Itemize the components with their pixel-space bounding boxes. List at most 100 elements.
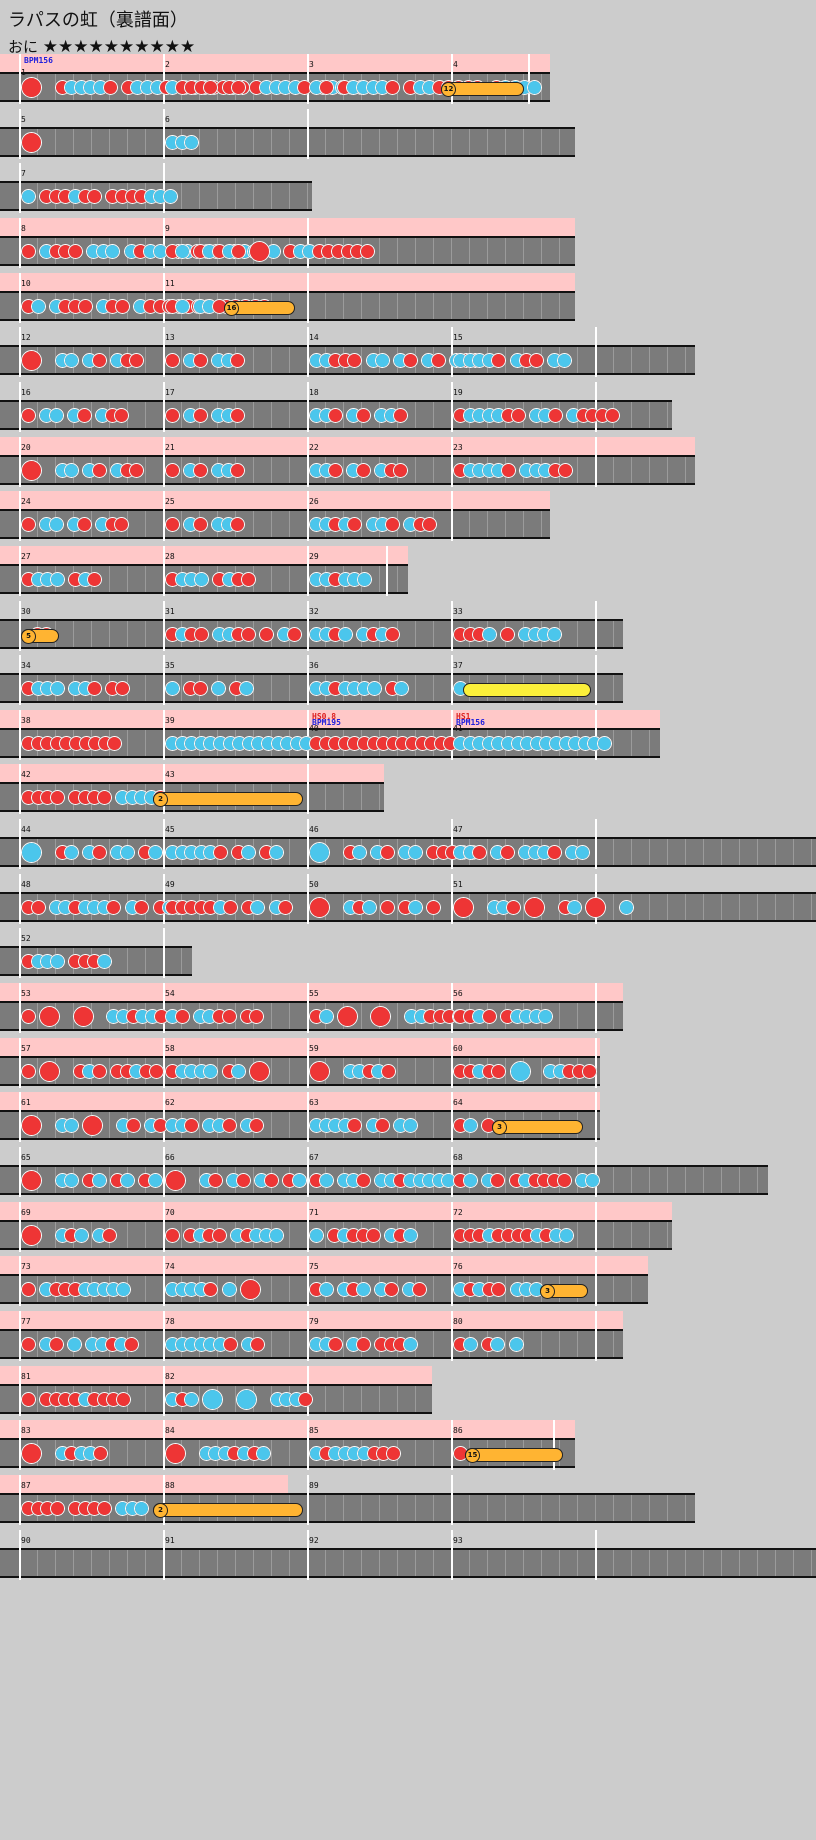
- don-note: [114, 517, 129, 532]
- don-note: [360, 244, 375, 259]
- don-note: [259, 627, 274, 642]
- beat-line: [667, 457, 668, 483]
- beat-line: [91, 1550, 92, 1576]
- row-band: [0, 1256, 648, 1274]
- beat-line: [649, 457, 650, 483]
- beat-line: [109, 621, 110, 647]
- barline: [163, 109, 165, 159]
- measure-number: 62: [165, 1098, 175, 1107]
- measure-number: 40: [309, 724, 319, 733]
- measure-number: 89: [309, 1481, 319, 1490]
- beat-line: [613, 347, 614, 373]
- beat-line: [613, 675, 614, 701]
- beat-line: [127, 129, 128, 155]
- don-note: [92, 845, 107, 860]
- barline: [553, 1420, 555, 1470]
- don-note: [193, 353, 208, 368]
- don-note: [319, 80, 334, 95]
- measure-number: 47: [453, 825, 463, 834]
- beat-line: [415, 1440, 416, 1466]
- measure-number: 49: [165, 880, 175, 889]
- measure-number: 92: [309, 1536, 319, 1545]
- don-note: [403, 353, 418, 368]
- beat-line: [271, 183, 272, 209]
- beat-line: [271, 1112, 272, 1138]
- barline: [386, 546, 388, 596]
- don-note: [472, 845, 487, 860]
- beat-line: [667, 347, 668, 373]
- don-note: [347, 353, 362, 368]
- big-don-note: [524, 897, 545, 918]
- beat-line: [271, 566, 272, 592]
- measure-number: 65: [21, 1153, 31, 1162]
- barline: [451, 491, 453, 541]
- don-note: [236, 1173, 251, 1188]
- beat-line: [217, 1550, 218, 1576]
- measure-number: 59: [309, 1044, 319, 1053]
- beat-line: [541, 1058, 542, 1084]
- big-don-note: [21, 77, 42, 98]
- beat-line: [415, 238, 416, 264]
- beat-line: [667, 1495, 668, 1521]
- beat-line: [685, 347, 686, 373]
- beat-line: [577, 1003, 578, 1029]
- beat-line: [541, 1550, 542, 1576]
- beat-line: [721, 1167, 722, 1193]
- beat-line: [649, 894, 650, 920]
- big-don-note: [21, 1443, 42, 1464]
- beat-line: [559, 1495, 560, 1521]
- ka-note: [292, 1173, 307, 1188]
- big-don-note: [585, 897, 606, 918]
- chart-row: 87 88 89 2: [0, 1475, 816, 1525]
- beat-line: [145, 948, 146, 974]
- measure-number: 46: [309, 825, 319, 834]
- ka-note: [557, 353, 572, 368]
- measure-number: 51: [453, 880, 463, 889]
- note-lane: [0, 1548, 816, 1578]
- beat-line: [289, 1058, 290, 1084]
- beat-line: [523, 129, 524, 155]
- big-don-note: [21, 132, 42, 153]
- don-note: [97, 790, 112, 805]
- don-note: [500, 627, 515, 642]
- barline: [595, 1202, 597, 1252]
- beat-line: [469, 293, 470, 319]
- measure-number: 26: [309, 497, 319, 506]
- measure-number: 6: [165, 115, 170, 124]
- barline: [19, 54, 21, 104]
- don-note: [129, 353, 144, 368]
- beat-line: [271, 511, 272, 537]
- measure-number: 32: [309, 607, 319, 616]
- beat-line: [721, 839, 722, 865]
- beat-line: [577, 347, 578, 373]
- beat-line: [145, 621, 146, 647]
- measure-number: 79: [309, 1317, 319, 1326]
- don-note: [31, 900, 46, 915]
- don-note: [126, 1118, 141, 1133]
- ka-note: [148, 845, 163, 860]
- big-ka-note: [202, 1389, 223, 1410]
- measure-number: 13: [165, 333, 175, 342]
- beat-line: [577, 1495, 578, 1521]
- beat-line: [379, 784, 380, 810]
- measure-number: 55: [309, 989, 319, 998]
- beat-line: [91, 621, 92, 647]
- beat-line: [109, 129, 110, 155]
- beat-line: [703, 894, 704, 920]
- don-note: [386, 1446, 401, 1461]
- measure-number: 88: [165, 1481, 175, 1490]
- row-band: [0, 1092, 600, 1110]
- measure-number: 3: [309, 60, 314, 69]
- don-note: [278, 900, 293, 915]
- beat-line: [415, 1058, 416, 1084]
- barline: [595, 1147, 597, 1197]
- beat-line: [55, 1550, 56, 1576]
- beat-line: [379, 238, 380, 264]
- beat-line: [181, 1222, 182, 1248]
- measure-number: 50: [309, 880, 319, 889]
- chart-row: 77 78 79 80: [0, 1311, 816, 1361]
- don-note: [129, 463, 144, 478]
- row-band: [0, 54, 550, 72]
- ka-note: [184, 135, 199, 150]
